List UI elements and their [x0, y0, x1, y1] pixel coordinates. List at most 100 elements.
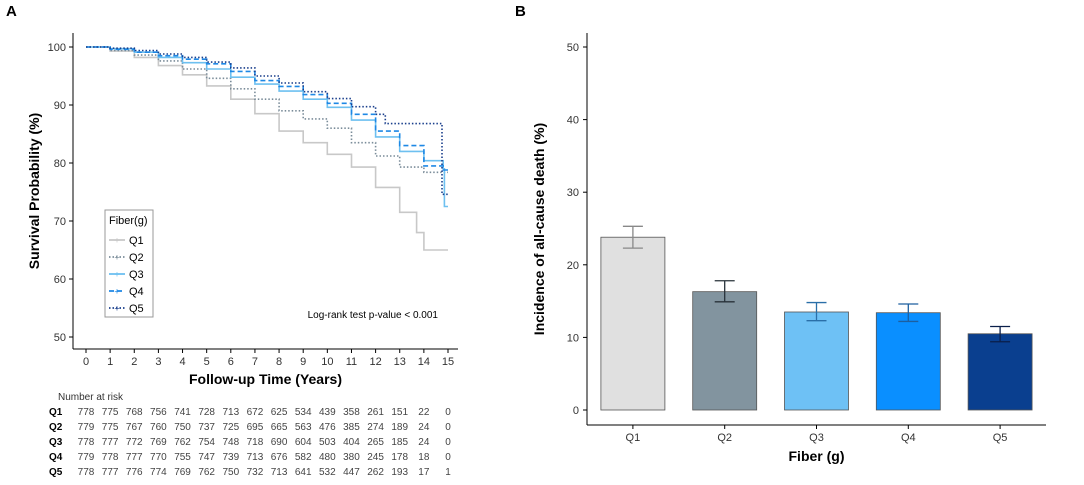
risk-cell: 261 — [367, 407, 384, 418]
risk-cell: 262 — [367, 467, 384, 478]
y-tick-label: 80 — [54, 158, 66, 170]
y-tick-label: 60 — [54, 274, 66, 286]
x-axis-title: Fiber (g) — [789, 448, 845, 464]
risk-cell: 676 — [271, 452, 288, 463]
bar-q2 — [692, 291, 758, 411]
risk-cell: 777 — [102, 467, 119, 478]
x-tick-label: 8 — [276, 356, 282, 368]
risk-cell: 775 — [102, 422, 119, 433]
risk-cell: 732 — [247, 467, 264, 478]
bar-q5 — [967, 333, 1033, 411]
y-tick-label: 0 — [573, 405, 579, 417]
risk-cell: 563 — [295, 422, 312, 433]
risk-cell: 265 — [367, 437, 384, 448]
risk-cell: 739 — [222, 452, 239, 463]
risk-cell: 385 — [343, 422, 360, 433]
legend-marker-q1: + — [114, 236, 119, 246]
risk-cell: 17 — [418, 467, 430, 478]
risk-cell: 756 — [150, 407, 167, 418]
risk-cell: 22 — [418, 407, 430, 418]
risk-cell: 777 — [102, 437, 119, 448]
risk-cell: 770 — [150, 452, 167, 463]
risk-cell: 672 — [247, 407, 264, 418]
risk-cell: 189 — [391, 422, 408, 433]
risk-cell: 625 — [271, 407, 288, 418]
series-line-q2 — [86, 46, 448, 174]
legend-label-q4: Q4 — [129, 286, 144, 298]
risk-cell: 690 — [271, 437, 288, 448]
risk-cell: 767 — [126, 422, 143, 433]
risk-cell: 0 — [445, 407, 451, 418]
risk-cell: 0 — [445, 437, 451, 448]
logrank-annotation: Log-rank test p-value < 0.001 — [308, 310, 439, 321]
x-tick-label: 3 — [155, 356, 161, 368]
risk-cell: 760 — [150, 422, 167, 433]
legend-marker-q2: + — [114, 253, 119, 263]
risk-cell: 750 — [174, 422, 191, 433]
x-tick-label: 4 — [179, 356, 185, 368]
risk-cell: 665 — [271, 422, 288, 433]
risk-cell: 439 — [319, 407, 336, 418]
risk-row-label-q2: Q2 — [49, 422, 63, 433]
risk-cell: 737 — [198, 422, 215, 433]
risk-cell: 24 — [418, 437, 430, 448]
x-tick-label: 7 — [252, 356, 258, 368]
risk-cell: 358 — [343, 407, 360, 418]
risk-cell: 404 — [343, 437, 360, 448]
risk-cell: 1 — [445, 467, 451, 478]
x-tick-label: 14 — [418, 356, 430, 368]
legend-marker-q4: + — [114, 287, 119, 297]
risk-cell: 695 — [247, 422, 264, 433]
risk-cell: 779 — [78, 422, 95, 433]
risk-cell: 774 — [150, 467, 167, 478]
risk-cell: 380 — [343, 452, 360, 463]
panel-a-label: A — [6, 3, 17, 20]
risk-cell: 193 — [391, 467, 408, 478]
risk-cell: 641 — [295, 467, 312, 478]
risk-cell: 754 — [198, 437, 215, 448]
risk-cell: 480 — [319, 452, 336, 463]
risk-cell: 534 — [295, 407, 312, 418]
x-tick-label: 9 — [300, 356, 306, 368]
risk-cell: 713 — [247, 452, 264, 463]
x-tick-label: Q2 — [717, 432, 732, 444]
risk-row-label-q1: Q1 — [49, 407, 63, 418]
risk-cell: 245 — [367, 452, 384, 463]
risk-cell: 476 — [319, 422, 336, 433]
risk-cell: 718 — [247, 437, 264, 448]
bar-q4 — [875, 312, 941, 411]
x-tick-label: Q4 — [901, 432, 916, 444]
risk-cell: 775 — [102, 407, 119, 418]
risk-cell: 447 — [343, 467, 360, 478]
legend-marker-q3: + — [114, 270, 119, 280]
panel-b-label: B — [515, 3, 526, 20]
x-axis-title: Follow-up Time (Years) — [189, 371, 342, 387]
x-tick-label: 10 — [321, 356, 333, 368]
risk-cell: 713 — [271, 467, 288, 478]
x-tick-label: 0 — [83, 356, 89, 368]
legend-label-q5: Q5 — [129, 303, 144, 315]
risk-cell: 769 — [150, 437, 167, 448]
risk-cell: 777 — [126, 452, 143, 463]
risk-table-title: Number at risk — [58, 392, 124, 403]
risk-cell: 762 — [174, 437, 191, 448]
risk-cell: 24 — [418, 422, 430, 433]
risk-cell: 779 — [78, 452, 95, 463]
risk-cell: 778 — [78, 437, 95, 448]
series-line-q3 — [86, 46, 448, 208]
y-tick-label: 100 — [48, 42, 66, 54]
risk-cell: 772 — [126, 437, 143, 448]
risk-cell: 768 — [126, 407, 143, 418]
y-axis-title: Survival Probability (%) — [26, 113, 42, 269]
series-line-q5 — [86, 46, 448, 196]
series-line-q4 — [86, 46, 448, 171]
y-tick-label: 40 — [567, 115, 579, 127]
y-tick-label: 70 — [54, 216, 66, 228]
x-tick-label: 15 — [442, 356, 454, 368]
risk-cell: 151 — [391, 407, 408, 418]
x-tick-label: 5 — [204, 356, 210, 368]
risk-cell: 750 — [222, 467, 239, 478]
incidence-bar-chart: 0 10 20 30 40 50 Incidence of all-cause death … — [531, 33, 1046, 464]
y-tick-label: 90 — [54, 100, 66, 112]
